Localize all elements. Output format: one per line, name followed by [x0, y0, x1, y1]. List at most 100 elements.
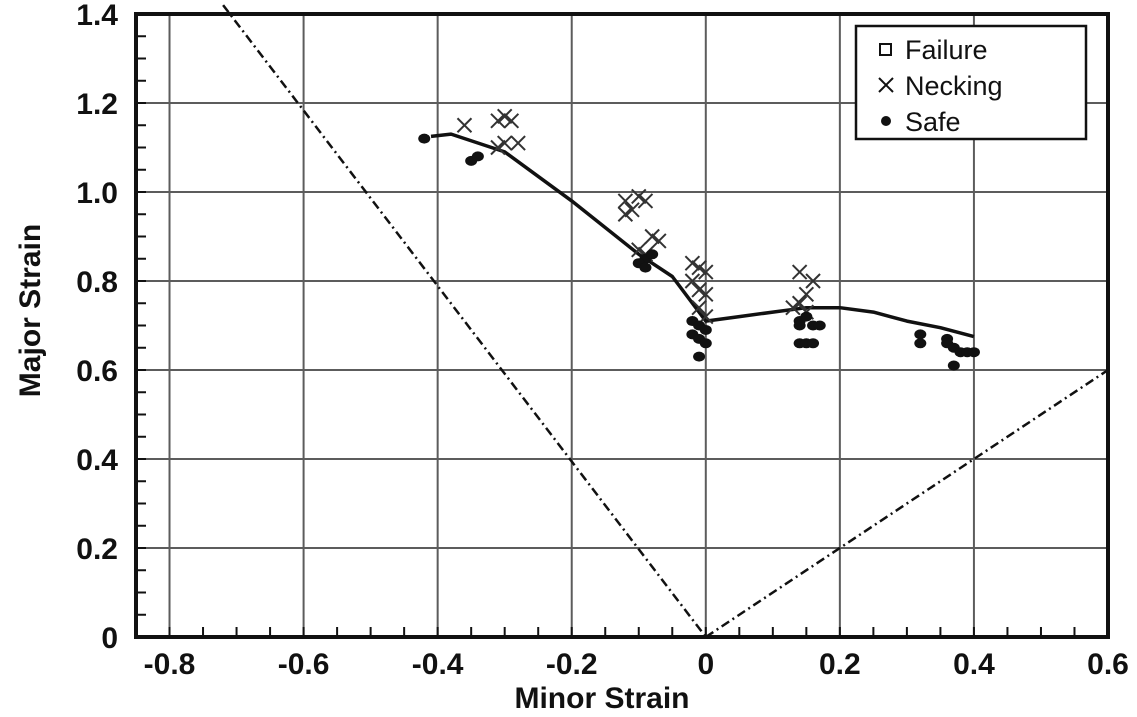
necking-point-stroke [805, 273, 821, 289]
necking-point-stroke [791, 295, 808, 311]
necking-point-stroke [698, 286, 714, 303]
necking-point-stroke [644, 228, 660, 245]
necking-point-stroke [456, 117, 473, 133]
legend-box [854, 24, 1088, 141]
necking-point [791, 264, 808, 280]
necking-point [691, 282, 707, 298]
safe-point [914, 338, 927, 349]
necking-point-stroke [624, 202, 640, 218]
plot-frame [134, 12, 1110, 639]
x-tick-label: -0.4 [412, 648, 464, 681]
safe-point [699, 324, 712, 335]
safe-point [800, 311, 813, 322]
necking-point-stroke [684, 255, 701, 271]
y-tick-label: 1.4 [76, 0, 118, 32]
uniaxial-line [222, 4, 707, 638]
x-tick-label: -0.2 [546, 648, 598, 681]
necking-point-stroke [617, 193, 634, 209]
y-tick-label: 1.2 [76, 88, 118, 121]
necking-point-stroke [496, 108, 513, 125]
x-tick-label: 0.6 [1087, 648, 1129, 681]
necking-point-stroke [691, 299, 707, 316]
x-tick-label: -0.6 [278, 648, 330, 681]
safe-point [639, 262, 652, 273]
necking-point [684, 255, 701, 271]
necking-point [691, 299, 707, 316]
necking-point [644, 228, 660, 245]
necking-point-stroke [631, 242, 647, 258]
necking-point-stroke [691, 282, 707, 298]
legend-safe-marker [881, 116, 891, 126]
y-tick-label: 0.4 [76, 444, 118, 477]
legend-failure-marker [879, 43, 892, 56]
necking-point-stroke [490, 139, 506, 156]
necking-point-stroke [637, 193, 654, 209]
necking-point [617, 206, 634, 222]
necking-point-stroke [791, 264, 808, 280]
necking-point [456, 117, 473, 133]
legend-failure-label: Failure [905, 35, 988, 65]
legend-safe-label: Safe [905, 107, 961, 137]
legend-necking-marker [878, 77, 894, 93]
data-points [418, 108, 980, 371]
legend-necking-stroke [878, 77, 894, 93]
necking-point [496, 108, 513, 125]
necking-point [785, 299, 801, 316]
x-tick-label: 0.4 [953, 648, 995, 681]
necking-point [684, 273, 701, 289]
necking-point-stroke [496, 135, 513, 151]
x-tick-label: -0.8 [144, 648, 196, 681]
necking-point [691, 259, 707, 276]
necking-point-stroke [510, 135, 526, 151]
safe-point [967, 347, 980, 358]
necking-point-stroke [798, 286, 815, 303]
necking-point-stroke [631, 188, 647, 205]
necking-point-stroke [651, 233, 667, 249]
y-tick-label: 0.2 [76, 533, 118, 566]
necking-point-stroke [785, 299, 801, 316]
necking-point [510, 135, 526, 151]
y-tick-label: 0.8 [76, 266, 118, 299]
forming-limit-curve [430, 132, 975, 339]
necking-point-stroke [698, 264, 714, 280]
necking-point [651, 233, 667, 249]
necking-point-stroke [503, 113, 520, 129]
necking-point [617, 193, 634, 209]
biaxial-line [705, 368, 1109, 639]
necking-point [490, 139, 506, 156]
flc-line [430, 132, 975, 339]
safe-point [793, 320, 806, 331]
y-tick-label: 1.0 [76, 177, 118, 210]
necking-point [637, 193, 654, 209]
necking-point [503, 113, 520, 129]
necking-point [698, 286, 714, 303]
necking-point [624, 202, 640, 218]
y-axis-title: Major Strain [14, 224, 47, 397]
legend-necking-label: Necking [905, 71, 1003, 101]
safe-point [418, 133, 431, 144]
necking-point [496, 135, 513, 151]
safe-point [646, 249, 659, 260]
x-tick-label: 0 [697, 648, 714, 681]
x-tick-labels: -0.8 -0.6 -0.4 -0.2 0 0.2 0.4 0.6 [144, 648, 1129, 681]
necking-point [791, 295, 808, 311]
safe-point [813, 320, 826, 331]
safe-point [693, 351, 706, 362]
safe-point [914, 329, 927, 340]
x-tick-label: 0.2 [819, 648, 861, 681]
necking-point [631, 188, 647, 205]
reference-lines [222, 4, 1109, 639]
necking-point [490, 113, 506, 129]
safe-point [699, 338, 712, 349]
necking-point-stroke [684, 273, 701, 289]
safe-point [807, 338, 820, 349]
necking-point [798, 286, 815, 303]
safe-point [947, 360, 960, 371]
necking-point [698, 264, 714, 280]
necking-point [805, 273, 821, 289]
y-tick-label: 0 [101, 622, 118, 655]
safe-point [471, 151, 484, 162]
y-tick-label: 0.6 [76, 355, 118, 388]
x-axis-title: Minor Strain [514, 682, 689, 715]
